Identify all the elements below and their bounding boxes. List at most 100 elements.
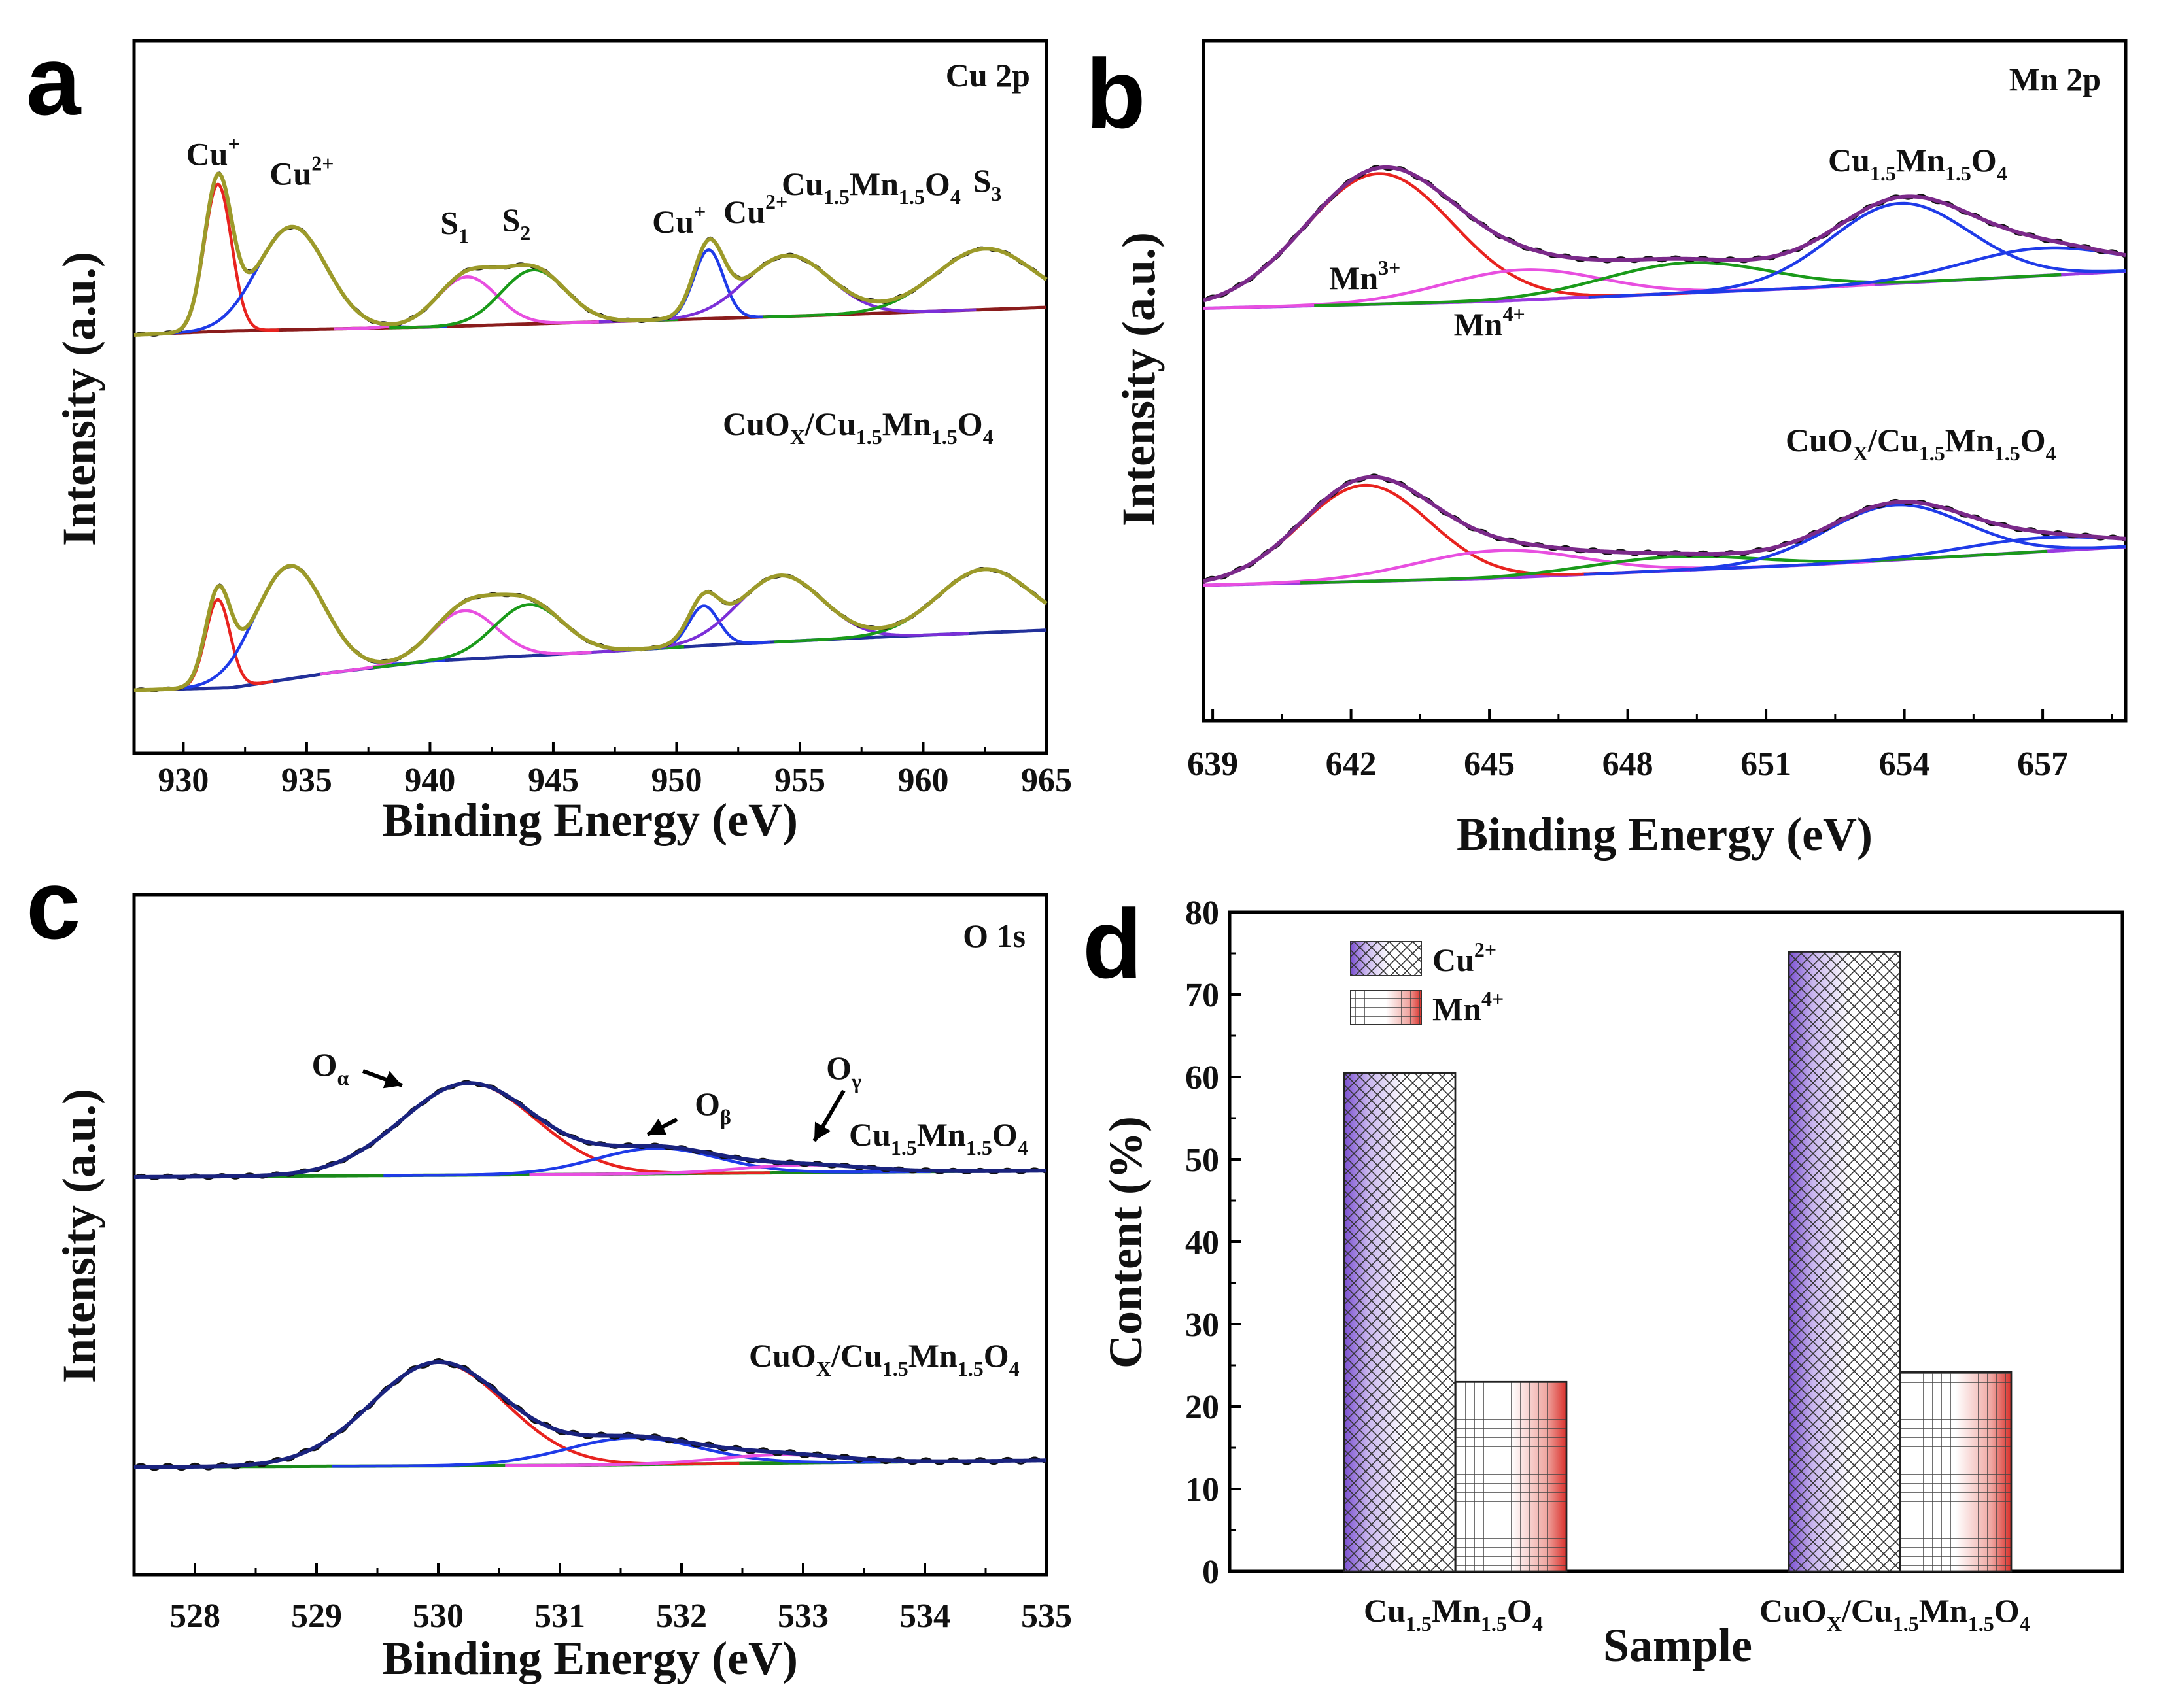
x-tick-label: 651 bbox=[1740, 745, 1791, 783]
panel-a-x-axis: 930 935 940 945 950 955 960 965 bbox=[158, 742, 1072, 799]
panel-c-peak-annotations: Oα Oβ Oγ bbox=[312, 1046, 861, 1142]
y-tick-label: 20 bbox=[1185, 1389, 1219, 1426]
panel-a-y-label: Intensity (a.u.) bbox=[53, 252, 105, 546]
arrow-head-icon bbox=[814, 1121, 831, 1141]
panel-b-title: Mn 2p bbox=[2009, 61, 2101, 97]
series-bottom bbox=[133, 1358, 1047, 1471]
raw-data-line bbox=[133, 1358, 1047, 1471]
y-tick-label: 70 bbox=[1185, 977, 1219, 1014]
series-bottom bbox=[133, 564, 1048, 692]
x-tick-label: 945 bbox=[528, 762, 579, 799]
peak-label: Cu2+ bbox=[723, 190, 787, 230]
panel-a-series-label-bottom: CuOX/Cu1.5Mn1.5O4 bbox=[723, 405, 994, 449]
panel-a-plot-area bbox=[133, 171, 1048, 692]
y-tick-label: 80 bbox=[1185, 895, 1219, 932]
series-label-text: Cu1.5Mn1.5O4 bbox=[782, 165, 961, 209]
x-tick-label: 532 bbox=[656, 1597, 707, 1635]
component-peak bbox=[133, 564, 445, 692]
y-tick-label: 0 bbox=[1202, 1554, 1219, 1591]
panel-b-plot-area bbox=[1203, 165, 2126, 587]
category-label: Cu1.5Mn1.5O4 bbox=[1364, 1592, 1543, 1635]
x-tick-label: 940 bbox=[404, 762, 455, 799]
panel-d-y-axis: 0 10 20 30 40 50 60 70 80 bbox=[1185, 895, 1241, 1591]
peak-label: Mn4+ bbox=[1453, 302, 1525, 343]
x-tick-label: 531 bbox=[534, 1597, 585, 1635]
peak-label: Oα bbox=[312, 1046, 349, 1089]
peak-label: Oβ bbox=[695, 1085, 731, 1129]
series-bottom bbox=[1203, 473, 2126, 587]
peak-label: S3 bbox=[973, 162, 1002, 205]
fit-envelope-line bbox=[1203, 165, 2126, 303]
series-label-text: CuOX/Cu1.5Mn1.5O4 bbox=[723, 405, 994, 449]
peak-label: Mn3+ bbox=[1329, 256, 1400, 296]
component-peak bbox=[598, 254, 977, 324]
legend-label-cu2plus: Cu2+ bbox=[1432, 938, 1496, 978]
panel-c-series-label-top: Cu1.5Mn1.5O4 bbox=[849, 1116, 1028, 1159]
component-peak bbox=[136, 225, 447, 337]
panel-c-title: O 1s bbox=[963, 917, 1026, 954]
component-peak bbox=[383, 1146, 931, 1177]
component-peak bbox=[1314, 261, 2062, 307]
x-tick-label: 648 bbox=[1602, 745, 1653, 783]
legend-swatch-cu2plus-hatch bbox=[1350, 941, 1422, 976]
panel-a-frame bbox=[132, 39, 1048, 755]
panel-d-content: 0 10 20 30 40 50 60 70 80 Content (%) Sample Cu1… bbox=[1099, 895, 2124, 1671]
category-label: CuOX/Cu1.5Mn1.5O4 bbox=[1759, 1592, 2030, 1635]
panel-b-y-label: Intensity (a.u.) bbox=[1113, 232, 1165, 526]
x-tick-label: 965 bbox=[1021, 762, 1072, 799]
x-tick-label: 935 bbox=[281, 762, 332, 799]
x-tick-label: 530 bbox=[413, 1597, 464, 1635]
panel-a-cu2p: Cu 2p 930 935 940 945 950 955 960 965 Binding E… bbox=[53, 39, 1072, 846]
peak-label: S2 bbox=[502, 201, 530, 245]
series-top bbox=[133, 1080, 1047, 1180]
legend-label-mn4plus: Mn4+ bbox=[1432, 987, 1504, 1027]
panel-d-y-label: Content (%) bbox=[1099, 1116, 1152, 1369]
component-peak bbox=[1689, 246, 2126, 295]
peak-label: S1 bbox=[440, 205, 469, 248]
panel-letter-c: c bbox=[26, 849, 80, 959]
panel-c-x-label: Binding Energy (eV) bbox=[382, 1632, 798, 1684]
x-tick-label: 535 bbox=[1021, 1597, 1072, 1635]
x-tick-label: 529 bbox=[291, 1597, 342, 1635]
y-tick-label: 50 bbox=[1185, 1142, 1219, 1179]
panel-a-x-label: Binding Energy (eV) bbox=[382, 794, 798, 846]
series-top bbox=[1203, 165, 2126, 310]
raw-data-line bbox=[133, 1080, 1047, 1180]
panel-b-series-label-top: Cu1.5Mn1.5O4 bbox=[1828, 142, 2007, 185]
x-tick-label: 654 bbox=[1879, 745, 1930, 783]
series-top bbox=[133, 171, 1048, 337]
panel-c-o1s: O 1s 528 529 530 531 532 533 534 535 Binding En… bbox=[53, 893, 1072, 1684]
panel-b-frame bbox=[1202, 39, 2128, 723]
component-peak bbox=[1300, 549, 2048, 585]
panel-d-category-1: Cu1.5Mn1.5O4 bbox=[1364, 1592, 1543, 1635]
bar-mn4plus-2-hatch bbox=[1899, 1371, 2013, 1573]
panel-b-x-label: Binding Energy (eV) bbox=[1457, 808, 1873, 861]
legend-swatch-mn4plus-hatch bbox=[1350, 990, 1422, 1025]
peak-label: Cu2+ bbox=[269, 152, 334, 192]
panel-c-series-label-bottom: CuOX/Cu1.5Mn1.5O4 bbox=[749, 1337, 1020, 1380]
component-peak bbox=[320, 609, 609, 676]
y-tick-label: 10 bbox=[1185, 1471, 1219, 1509]
bar-cu2plus-2-hatch bbox=[1788, 951, 1901, 1573]
x-tick-label: 645 bbox=[1464, 745, 1515, 783]
fit-envelope-line bbox=[133, 171, 1048, 337]
x-tick-label: 960 bbox=[897, 762, 948, 799]
panel-c-plot-area bbox=[133, 1080, 1047, 1471]
panel-c-y-label: Intensity (a.u.) bbox=[53, 1089, 105, 1383]
panel-letter-b: b bbox=[1086, 39, 1146, 148]
fit-envelope-line bbox=[134, 1081, 1047, 1179]
panel-d-x-label: Sample bbox=[1603, 1619, 1752, 1671]
x-tick-label: 950 bbox=[651, 762, 702, 799]
x-tick-label: 657 bbox=[2017, 745, 2068, 783]
panel-c-frame bbox=[132, 893, 1048, 1577]
y-tick-label: 40 bbox=[1185, 1224, 1219, 1261]
component-peak bbox=[636, 604, 770, 651]
component-peak bbox=[373, 603, 684, 670]
panel-d-legend: Cu2+ Mn4+ bbox=[1350, 938, 1504, 1027]
series-label-text: Cu1.5Mn1.5O4 bbox=[1828, 142, 2007, 185]
peak-label: Cu+ bbox=[652, 199, 706, 240]
panel-a-peak-annotations: Cu+ Cu2+ S1 S2 Cu+ Cu2+ S3 bbox=[186, 132, 1002, 248]
bar-mn4plus-1-hatch bbox=[1454, 1380, 1568, 1573]
arrow-head-icon bbox=[383, 1070, 402, 1089]
x-tick-label: 955 bbox=[774, 762, 825, 799]
